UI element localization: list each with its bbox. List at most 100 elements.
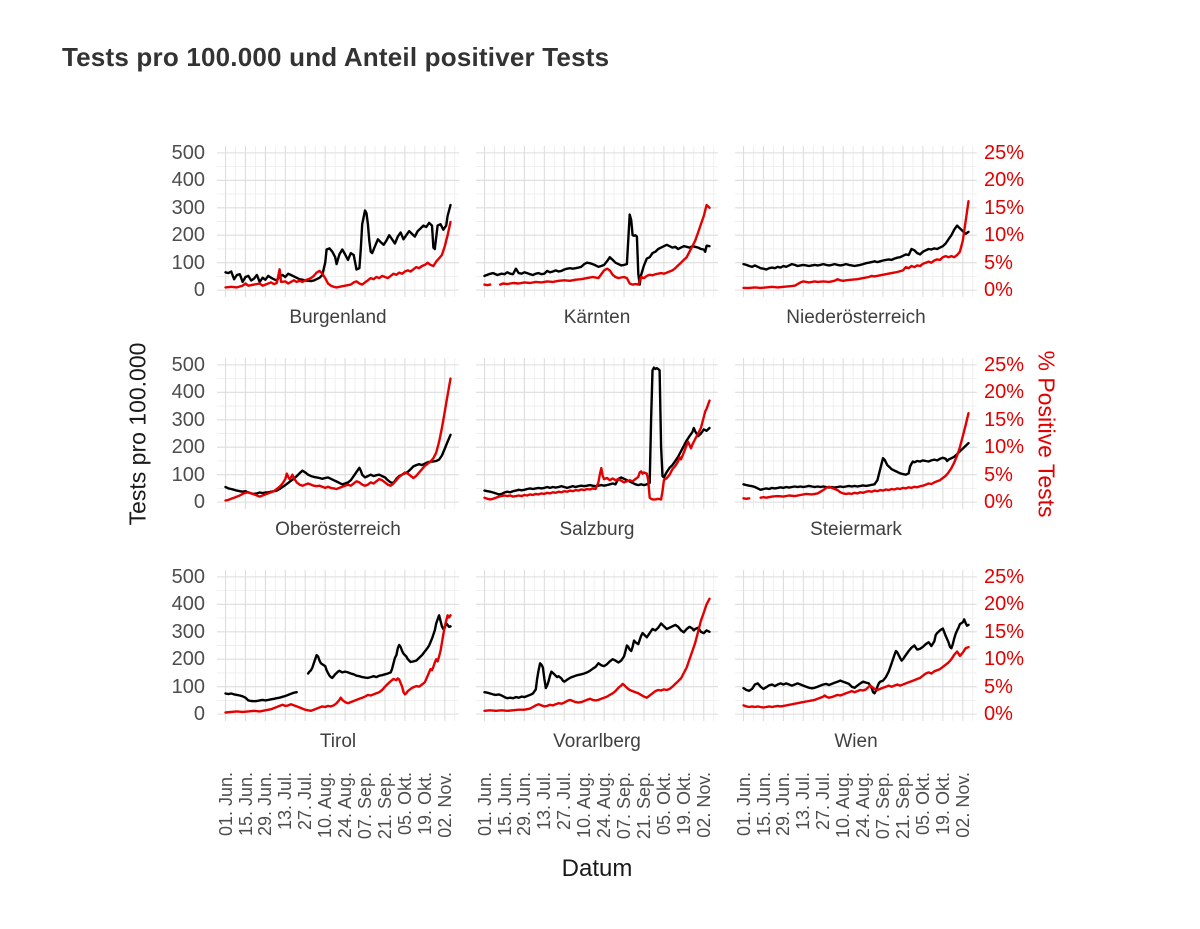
y-axis-tick-label: 100: [171, 463, 205, 486]
facet-plot-vorarlberg: [476, 570, 718, 721]
x-axis-tick-label: 21. Sep.: [375, 772, 395, 840]
y-axis-tick-label: 500: [171, 565, 205, 588]
facet-panel-wien: [735, 570, 977, 721]
tests-line: [742, 224, 970, 271]
positive-line: [483, 597, 711, 713]
facet-label: Oberösterreich: [275, 519, 401, 540]
facet-panel-kärnten: [476, 146, 718, 297]
y-axis-tick-label: 300: [171, 408, 205, 431]
facet-label: Salzburg: [559, 519, 635, 540]
x-axis-tick-label: 24. Aug.: [853, 772, 874, 839]
y-axis-tick-label: 0: [193, 491, 205, 514]
y-axis-tick-label: 500: [171, 353, 205, 376]
facet-plot-salzburg: [476, 358, 718, 509]
x-axis-tick-label: 21. Sep.: [634, 772, 654, 840]
positive-line: [742, 200, 970, 290]
facet-plot-burgenland: [217, 146, 459, 297]
x-axis-tick-label: 15. Jun.: [235, 772, 256, 837]
facet-panel-vorarlberg: [476, 570, 718, 721]
x-axis-tick-label: 24. Aug.: [335, 772, 356, 839]
x-axis-tick-label: 07. Sep.: [873, 772, 893, 840]
facet-label: Kärnten: [563, 307, 631, 328]
positive-line: [483, 283, 492, 287]
x-axis-tick-label: 05. Okt.: [653, 772, 674, 836]
y-axis-title-left: Tests pro 100.000: [124, 342, 151, 526]
facet-plot-steiermark: [735, 358, 977, 509]
facet-plot-wien: [735, 570, 977, 721]
x-axis-tick-label: 01. Jun.: [474, 772, 495, 837]
positive-line: [742, 497, 751, 501]
tests-line: [306, 614, 452, 680]
x-axis-tick-label: 10. Aug.: [833, 772, 854, 839]
right-axis-tick-label: 0%: [984, 279, 1013, 302]
facet-label: Tirol: [319, 731, 357, 752]
y-axis-tick-label: 200: [171, 224, 205, 247]
right-axis-tick-label: 25%: [984, 565, 1025, 588]
facet-plot-niederösterreich: [735, 146, 977, 297]
x-axis-tick-label: 27. Jul.: [813, 772, 834, 831]
tests-line: [742, 618, 970, 695]
right-axis-tick-label: 10%: [984, 436, 1025, 459]
right-axis-tick-label: 20%: [984, 381, 1025, 404]
right-axis-tick-label: 5%: [984, 463, 1013, 486]
positive-line: [224, 220, 452, 289]
tests-line: [742, 441, 970, 492]
x-axis-tick-label: 29. Jun.: [255, 772, 276, 837]
positive-line: [224, 614, 452, 714]
x-axis-tick-label: 02. Nov.: [952, 772, 973, 838]
facet-label: Vorarlberg: [553, 731, 641, 752]
y-axis-tick-label: 400: [171, 593, 205, 616]
y-axis-tick-label: 100: [171, 675, 205, 698]
positive-line: [499, 203, 711, 286]
right-axis-tick-label: 15%: [984, 620, 1025, 643]
x-axis-tick-label: 24. Aug.: [594, 772, 615, 839]
y-axis-tick-label: 100: [171, 251, 205, 274]
tests-line: [224, 203, 452, 284]
y-axis-title-right: % Positive Tests: [1033, 350, 1060, 518]
facet-panel-steiermark: [735, 358, 977, 509]
right-axis-tick-label: 15%: [984, 408, 1025, 431]
tests-line: [483, 213, 711, 286]
y-axis-tick-label: 400: [171, 381, 205, 404]
right-axis-tick-label: 20%: [984, 593, 1025, 616]
x-axis-tick-label: 02. Nov.: [434, 772, 455, 838]
x-axis-tick-label: 02. Nov.: [693, 772, 714, 838]
x-axis-tick-label: 05. Okt.: [394, 772, 415, 836]
y-axis-tick-label: 200: [171, 648, 205, 671]
x-axis-tick-label: 07. Sep.: [614, 772, 634, 840]
right-axis-tick-label: 25%: [984, 353, 1025, 376]
x-axis-tick-label: 13. Jul.: [534, 772, 555, 831]
right-axis-tick-label: 25%: [984, 141, 1025, 164]
right-axis-tick-label: 10%: [984, 224, 1025, 247]
x-axis-tick-label: 29. Jun.: [514, 772, 535, 837]
x-axis-tick-label: 05. Okt.: [912, 772, 933, 836]
x-axis-title: Datum: [561, 855, 633, 882]
tests-line: [483, 366, 711, 496]
x-axis-tick-label: 13. Jul.: [793, 772, 814, 831]
facet-label: Niederösterreich: [786, 307, 926, 328]
right-axis-tick-label: 0%: [984, 703, 1013, 726]
y-axis-tick-label: 400: [171, 169, 205, 192]
x-axis-tick-label: 01. Jun.: [215, 772, 236, 837]
x-axis-tick-label: 21. Sep.: [893, 772, 913, 840]
y-axis-tick-label: 0: [193, 279, 205, 302]
right-axis-tick-label: 10%: [984, 648, 1025, 671]
right-axis-tick-label: 0%: [984, 491, 1013, 514]
x-axis-tick-label: 29. Jun.: [773, 772, 794, 837]
facet-panel-salzburg: [476, 358, 718, 509]
y-axis-tick-label: 0: [193, 703, 205, 726]
facet-plot-oberösterreich: [217, 358, 459, 509]
right-axis-tick-label: 15%: [984, 196, 1025, 219]
x-axis-tick-label: 15. Jun.: [494, 772, 515, 837]
x-axis-tick-label: 10. Aug.: [315, 772, 336, 839]
x-axis-tick-label: 13. Jul.: [275, 772, 296, 831]
right-axis-tick-label: 5%: [984, 675, 1013, 698]
facet-label: Burgenland: [289, 307, 387, 328]
chart-title: Tests pro 100.000 und Anteil positiver T…: [62, 42, 610, 72]
x-axis-tick-label: 27. Jul.: [295, 772, 316, 831]
facet-label: Wien: [834, 731, 878, 752]
positive-line: [224, 377, 452, 502]
tests-line: [224, 433, 452, 496]
x-axis-tick-label: 19. Okt.: [673, 772, 694, 836]
facet-label: Steiermark: [810, 519, 902, 540]
